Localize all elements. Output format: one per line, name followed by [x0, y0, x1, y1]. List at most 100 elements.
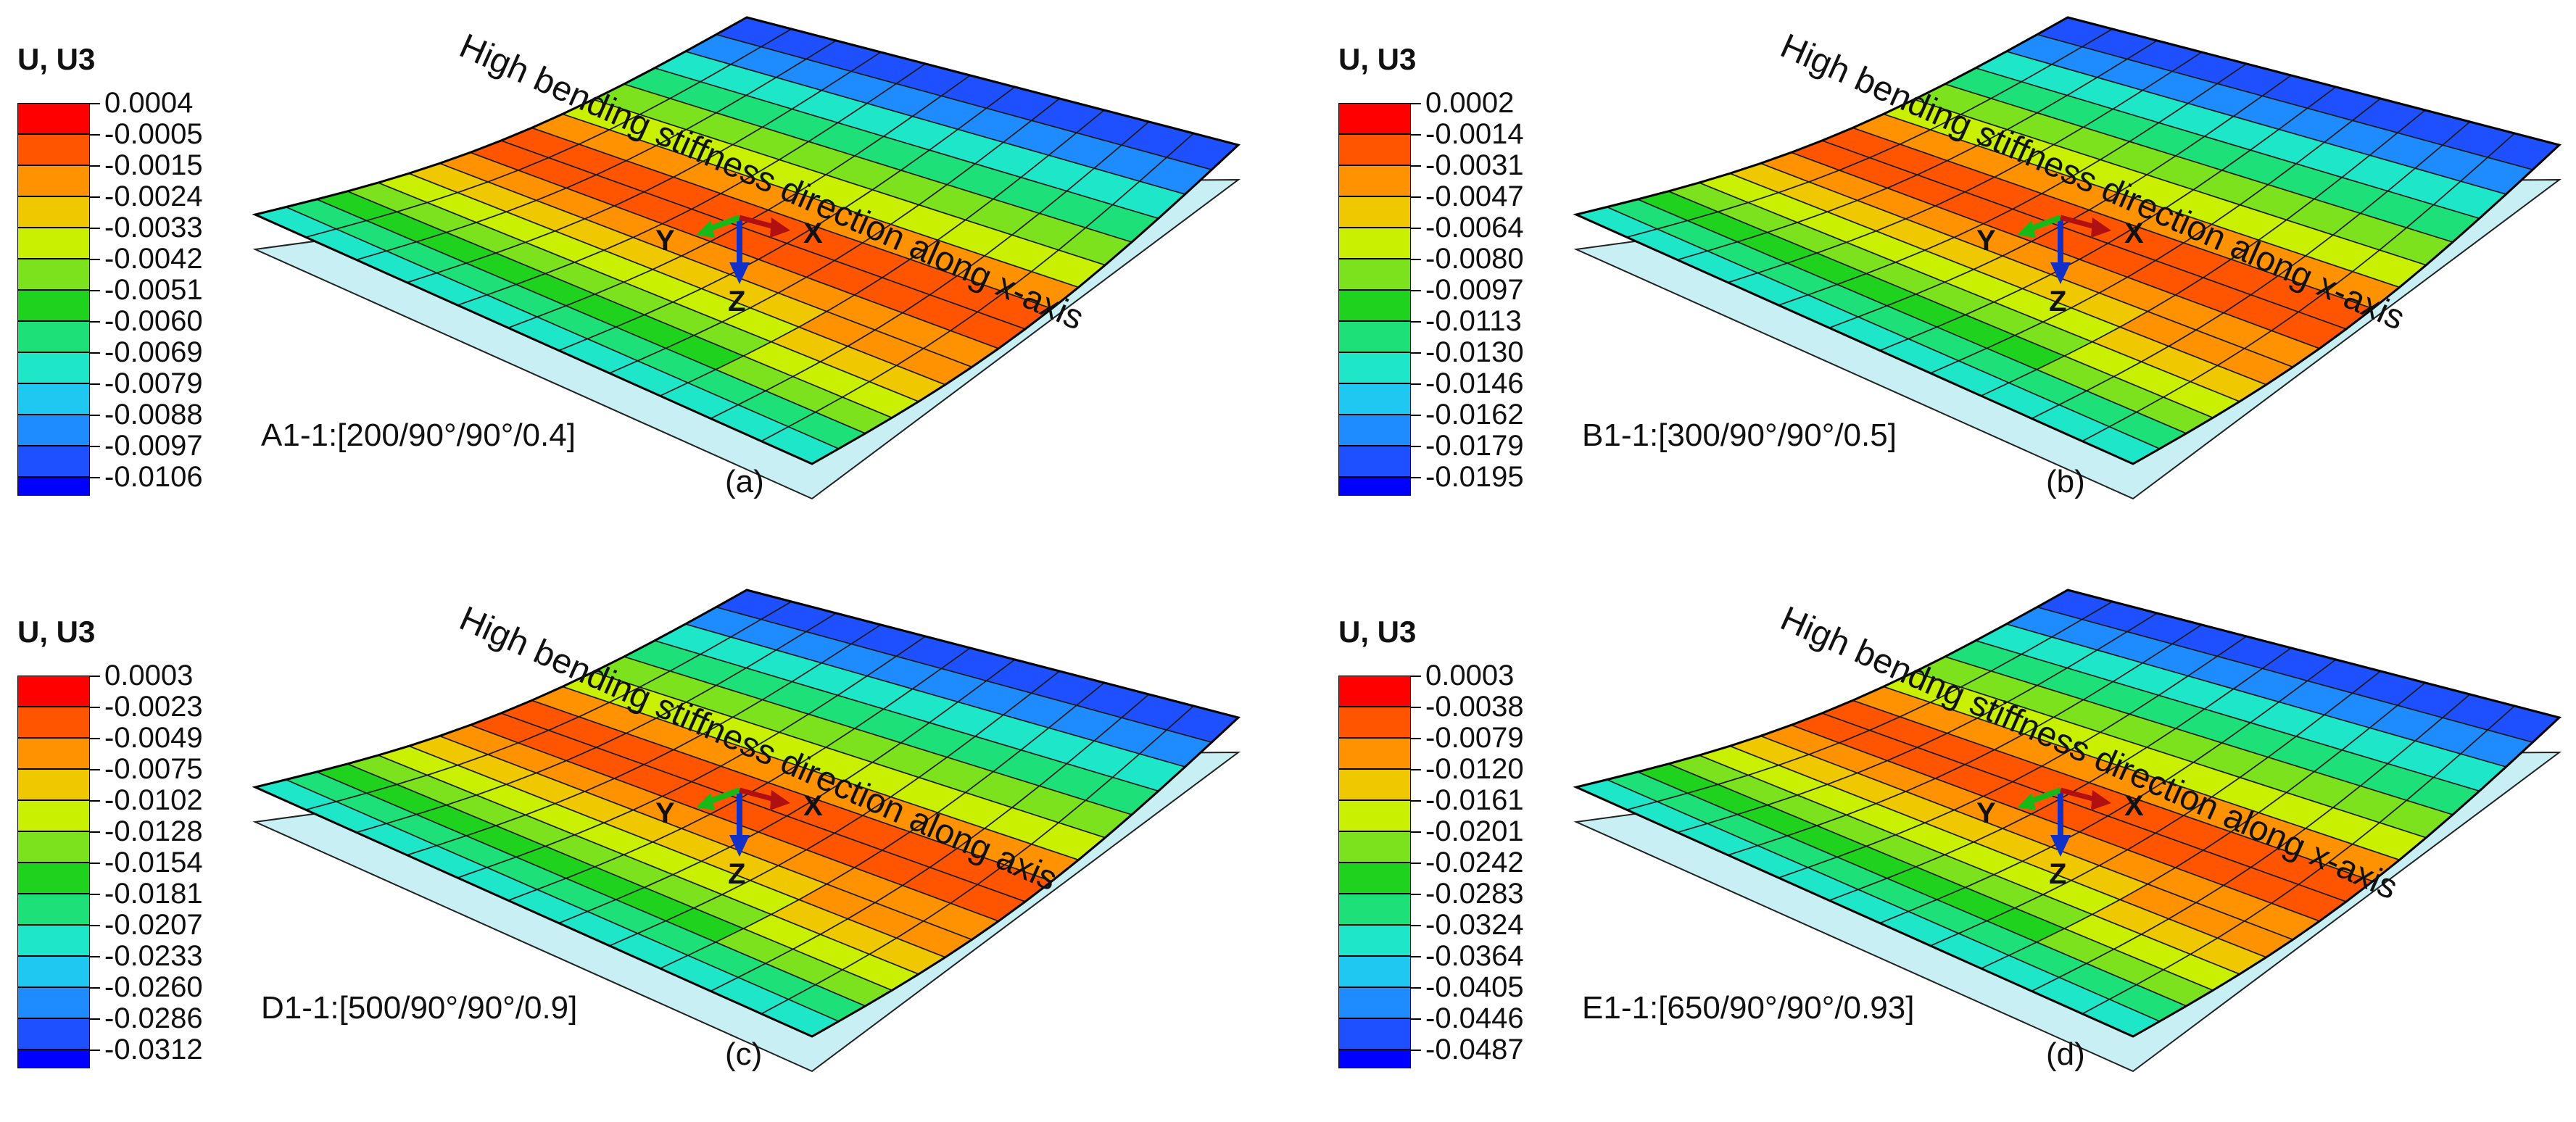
legend-level: -0.0130	[1425, 336, 1524, 368]
legend-tick	[1411, 987, 1421, 989]
legend-swatch	[17, 1050, 90, 1068]
legend-level: -0.0079	[104, 367, 203, 399]
legend-tick	[90, 415, 100, 416]
legend-tick	[90, 863, 100, 864]
z-axis-label: Z	[728, 286, 746, 317]
legend-tick	[1411, 956, 1421, 957]
y-axis-label: Y	[1976, 797, 1996, 829]
legend-level: -0.0060	[104, 305, 203, 337]
x-axis-head	[2091, 790, 2111, 810]
legend-swatch	[1338, 1050, 1411, 1068]
legend-level: -0.0162	[1425, 399, 1524, 431]
legend-swatch	[17, 676, 90, 707]
legend-swatch	[17, 863, 90, 894]
y-axis-head	[2017, 220, 2036, 238]
legend-swatch	[17, 228, 90, 259]
legend-tick	[1411, 800, 1421, 802]
contour-panel-d: X Y Z U, U3 0.0003 -0.0038 -0.0079 -0.0120 -0.01…	[1321, 573, 2576, 1122]
legend-swatch	[17, 259, 90, 290]
y-axis-label: Y	[1976, 225, 1996, 257]
legend-swatch	[17, 477, 90, 496]
deformed-plate-4	[1573, 589, 2562, 1073]
legend-swatch	[1338, 290, 1411, 321]
legend-title: U, U3	[17, 42, 96, 76]
legend-tick	[1411, 165, 1421, 167]
case-label: E1-1:[650/90°/90°/0.93]	[1582, 990, 1915, 1026]
legend-swatch	[17, 831, 90, 863]
legend-tick	[90, 446, 100, 447]
legend-swatch	[17, 134, 90, 165]
legend-level: -0.0079	[1425, 722, 1524, 754]
legend-tick	[90, 676, 100, 677]
legend-level: -0.0047	[1425, 180, 1524, 212]
legend-swatch	[1338, 321, 1411, 352]
contour-mesh	[1574, 589, 2561, 1037]
color-legend: 0.0003 -0.0023 -0.0049 -0.0075 -0.0102 -0.012…	[17, 661, 257, 1068]
legend-level: -0.0097	[1425, 274, 1524, 306]
legend-swatch	[17, 415, 90, 446]
deformed-plate-2	[1573, 16, 2562, 500]
legend-swatch	[17, 925, 90, 956]
legend-swatch	[17, 894, 90, 925]
legend-tick	[90, 321, 100, 323]
subfigure-label: (b)	[2046, 464, 2085, 499]
legend-tick	[1411, 103, 1421, 104]
legend-swatch	[17, 956, 90, 987]
legend-swatch	[17, 321, 90, 352]
legend-level: -0.0015	[104, 149, 203, 181]
legend-swatch	[1338, 925, 1411, 956]
legend-tick	[1411, 477, 1421, 478]
legend-level: -0.0286	[104, 1002, 203, 1034]
legend-tick	[90, 1018, 100, 1020]
legend-level: -0.0195	[1425, 461, 1524, 493]
legend-tick	[1411, 738, 1421, 739]
legend-level: -0.0049	[104, 722, 203, 754]
axis-triad	[2017, 215, 2111, 284]
axis-triad	[696, 215, 790, 284]
legend-swatch	[17, 352, 90, 383]
legend-level: -0.0005	[104, 118, 203, 150]
legend-title: U, U3	[17, 615, 96, 649]
legend-level: -0.0106	[104, 461, 203, 493]
x-axis-head	[2091, 217, 2111, 238]
legend-tick	[1411, 831, 1421, 833]
y-axis-head	[696, 220, 715, 238]
legend-swatch	[17, 196, 90, 228]
legend-level: -0.0179	[1425, 430, 1524, 462]
legend-title: U, U3	[1338, 42, 1417, 76]
legend-level: -0.0181	[104, 878, 203, 910]
legend-tick	[90, 769, 100, 770]
z-axis-head	[2050, 262, 2071, 284]
legend-swatch	[1338, 165, 1411, 196]
legend-swatch	[1338, 894, 1411, 925]
legend-swatch	[1338, 987, 1411, 1018]
legend-title: U, U3	[1338, 615, 1417, 649]
legend-tick	[90, 956, 100, 957]
z-axis-head	[729, 262, 750, 284]
x-axis-head	[770, 790, 790, 810]
legend-swatch	[17, 800, 90, 831]
axis-triad	[696, 787, 790, 857]
legend-swatch	[17, 446, 90, 477]
legend-tick	[90, 800, 100, 802]
legend-level: -0.0324	[1425, 909, 1524, 941]
legend-level: -0.0154	[104, 847, 203, 878]
y-axis-head	[696, 793, 715, 810]
legend-level: -0.0312	[104, 1034, 203, 1065]
legend-swatch	[17, 738, 90, 769]
legend-swatch	[1338, 831, 1411, 863]
legend-swatch	[17, 290, 90, 321]
subfigure-label: (d)	[2046, 1036, 2085, 1072]
legend-level: -0.0080	[1425, 243, 1524, 275]
legend-level: -0.0207	[104, 909, 203, 941]
color-legend: 0.0002 -0.0014 -0.0031 -0.0047 -0.0064 -0.008…	[1338, 88, 1578, 496]
legend-level: -0.0042	[104, 243, 203, 275]
legend-swatch	[17, 769, 90, 800]
legend-level: -0.0128	[104, 815, 203, 847]
legend-swatch	[17, 103, 90, 134]
y-axis-head	[2017, 793, 2036, 810]
legend-tick	[90, 290, 100, 291]
legend-swatch	[1338, 1018, 1411, 1050]
legend-swatch	[17, 383, 90, 415]
legend-tick	[1411, 196, 1421, 198]
